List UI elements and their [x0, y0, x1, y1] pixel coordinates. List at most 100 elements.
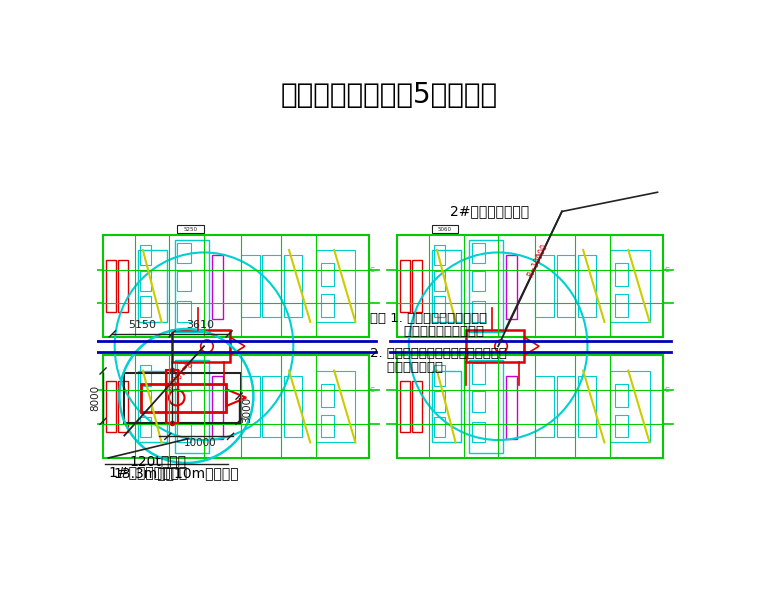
Bar: [315, 250, 356, 322]
Bar: [103, 234, 369, 337]
Bar: [321, 415, 334, 438]
Bar: [472, 270, 485, 291]
Bar: [506, 376, 517, 439]
Bar: [400, 381, 410, 432]
Bar: [177, 422, 191, 442]
Bar: [435, 245, 445, 266]
Bar: [615, 415, 629, 438]
Bar: [315, 371, 356, 442]
Bar: [141, 245, 151, 266]
Bar: [103, 355, 369, 458]
Bar: [472, 391, 485, 412]
Text: 2#热镀锌机组锌锅: 2#热镀锌机组锌锅: [451, 204, 530, 218]
Bar: [124, 373, 240, 423]
Text: 全为实心基础。: 全为实心基础。: [370, 361, 443, 374]
Bar: [610, 250, 650, 322]
Bar: [118, 260, 128, 312]
Bar: [177, 391, 191, 412]
Bar: [321, 263, 334, 286]
Bar: [578, 255, 597, 317]
Text: 注： 1. 山车行走道路需回填、: 注： 1. 山车行走道路需回填、: [370, 311, 487, 325]
Bar: [212, 255, 223, 319]
Bar: [610, 371, 650, 442]
Bar: [435, 391, 445, 412]
Bar: [141, 391, 151, 412]
Bar: [615, 263, 629, 286]
Bar: [175, 361, 209, 453]
Bar: [556, 255, 575, 317]
Bar: [262, 376, 281, 438]
Bar: [321, 294, 334, 317]
Bar: [138, 250, 166, 322]
Bar: [506, 255, 517, 319]
Text: 8000: 8000: [90, 385, 100, 410]
Bar: [397, 234, 663, 337]
Text: 5150: 5150: [128, 320, 157, 330]
Bar: [472, 301, 485, 322]
Bar: [138, 371, 166, 442]
Bar: [556, 376, 575, 438]
Bar: [172, 330, 230, 362]
Bar: [412, 260, 423, 312]
Bar: [177, 364, 191, 384]
Text: R=10000: R=10000: [526, 242, 549, 279]
Bar: [106, 381, 116, 432]
Text: 13.3m杆，10m作业半径: 13.3m杆，10m作业半径: [114, 466, 239, 480]
Bar: [141, 365, 151, 386]
Bar: [412, 381, 423, 432]
Bar: [615, 294, 629, 317]
Bar: [435, 270, 445, 291]
Text: 2. 吊车走行路线上，无地下室孔洞，: 2. 吊车走行路线上，无地下室孔洞，: [370, 347, 507, 360]
Bar: [400, 260, 410, 312]
Bar: [435, 417, 445, 438]
Bar: [241, 255, 260, 317]
Text: C: C: [370, 266, 375, 272]
Text: 吊装平面图（锌锅5片供货）: 吊装平面图（锌锅5片供货）: [281, 81, 498, 109]
Bar: [472, 364, 485, 384]
Text: 3610: 3610: [187, 320, 214, 330]
Bar: [397, 355, 663, 458]
Text: 1#热镀锌机组锌锅: 1#热镀锌机组锌锅: [109, 466, 188, 480]
Text: C: C: [664, 387, 669, 393]
Bar: [177, 270, 191, 291]
Bar: [615, 384, 629, 406]
Bar: [578, 376, 597, 438]
Bar: [535, 255, 554, 317]
Bar: [106, 260, 116, 312]
Bar: [241, 376, 260, 438]
Bar: [175, 240, 209, 332]
Bar: [166, 370, 178, 383]
Bar: [283, 255, 302, 317]
Bar: [141, 270, 151, 291]
Text: 3000: 3000: [242, 397, 252, 423]
Bar: [432, 225, 458, 233]
Text: 120t汽车吊: 120t汽车吊: [129, 454, 186, 469]
Bar: [283, 376, 302, 438]
Bar: [466, 330, 524, 362]
Bar: [177, 301, 191, 322]
Text: C: C: [664, 266, 669, 272]
Bar: [469, 240, 503, 332]
Bar: [435, 296, 445, 317]
Bar: [469, 361, 503, 453]
Bar: [212, 376, 223, 439]
Bar: [177, 243, 191, 263]
Bar: [141, 296, 151, 317]
Bar: [472, 243, 485, 263]
Text: C: C: [370, 387, 375, 393]
Text: 5250: 5250: [184, 227, 198, 232]
Text: R=10000: R=10000: [160, 358, 191, 391]
Bar: [435, 365, 445, 386]
Bar: [432, 250, 461, 322]
Bar: [535, 376, 554, 438]
Bar: [177, 225, 204, 233]
Text: 10000: 10000: [185, 438, 217, 448]
Bar: [472, 422, 485, 442]
Bar: [432, 371, 461, 442]
Bar: [118, 381, 128, 432]
Bar: [141, 417, 151, 438]
Text: 夯实、面层施工完成；: 夯实、面层施工完成；: [370, 326, 484, 338]
Bar: [141, 383, 226, 412]
Bar: [321, 384, 334, 406]
Text: 5060: 5060: [438, 227, 452, 232]
